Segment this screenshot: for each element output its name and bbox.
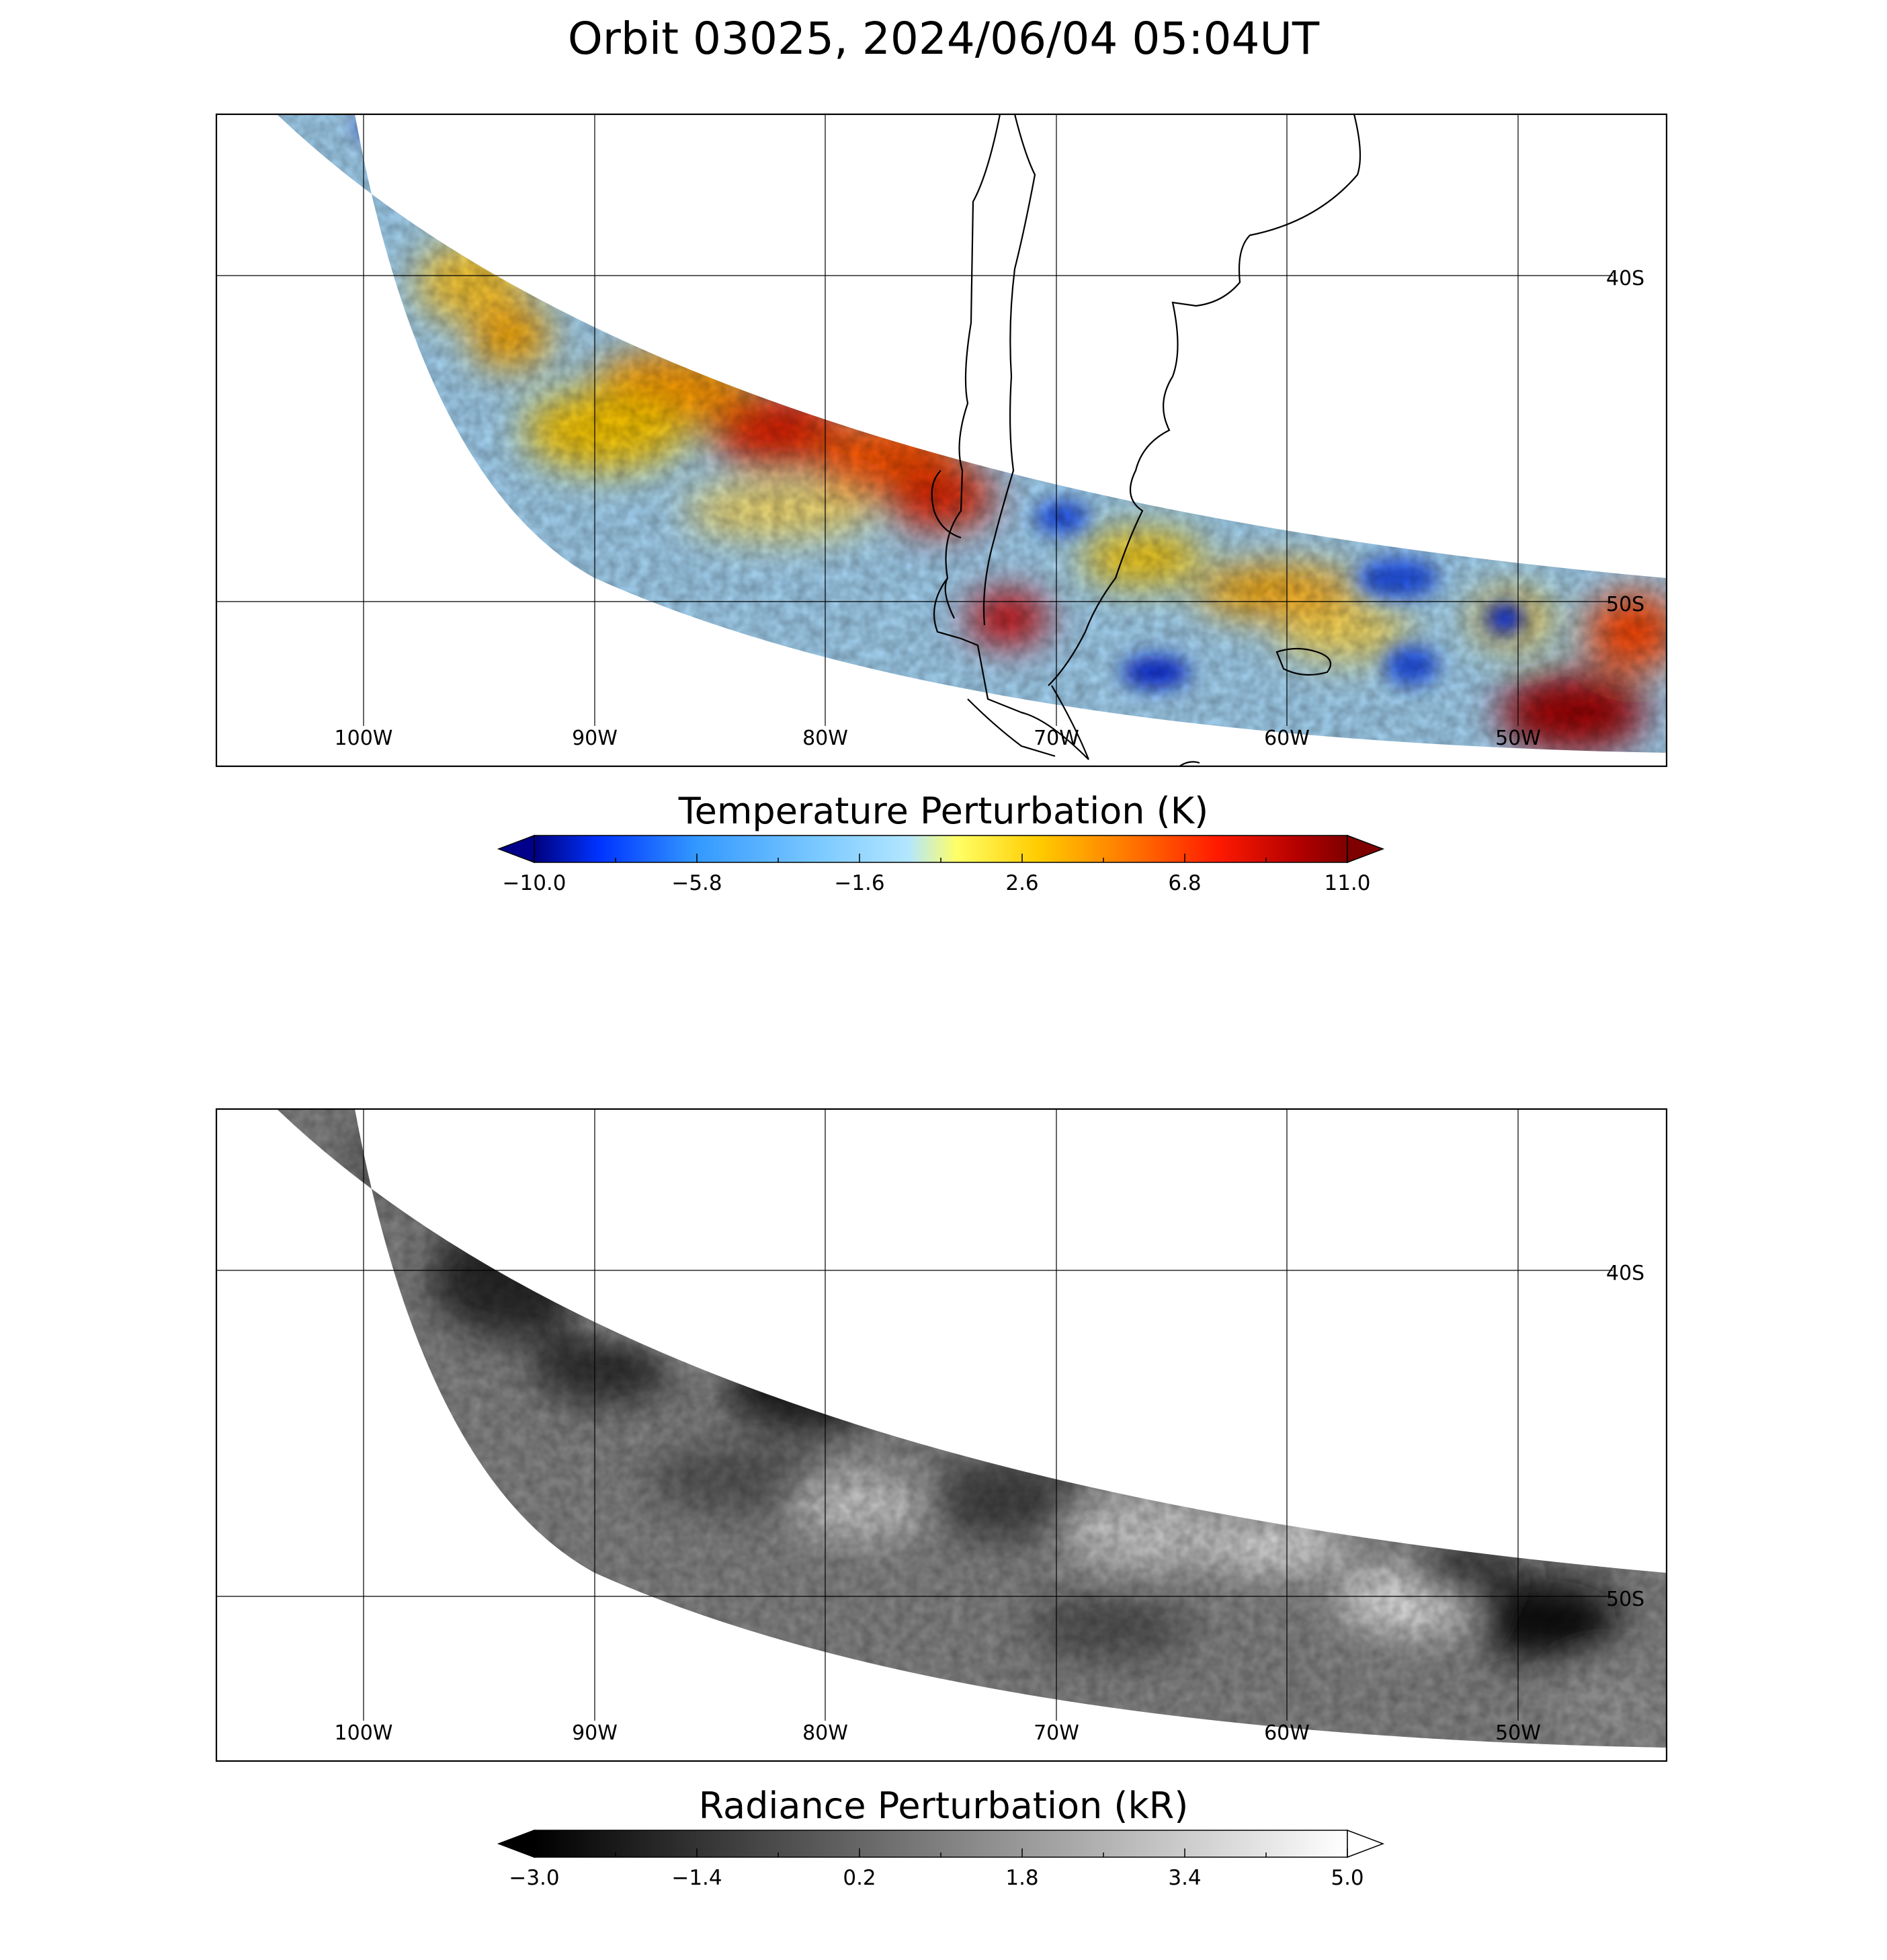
temperature-colorbar: Temperature Perturbation (K) −10.0 −5.8 — [497, 790, 1385, 895]
radiance-lon-label: 80W — [802, 1721, 848, 1745]
radiance-colorbar-tick: −1.4 — [671, 1866, 722, 1890]
temperature-coastline — [931, 114, 1361, 766]
radiance-colorbar-tick: 3.4 — [1168, 1866, 1201, 1890]
radiance-lat-label: 50S — [1606, 1588, 1644, 1611]
temperature-colorbar-tick: −5.8 — [671, 871, 722, 895]
temperature-grid — [216, 114, 1613, 726]
radiance-lat-label: 40S — [1606, 1262, 1644, 1285]
radiance-map-frame — [215, 1108, 1668, 1762]
radiance-lon-label: 90W — [572, 1721, 618, 1745]
temperature-lon-label: 80W — [802, 727, 848, 750]
temperature-colorbar-tick: 6.8 — [1168, 871, 1201, 895]
temperature-swath — [277, 114, 1667, 753]
temperature-lon-label: 90W — [572, 727, 618, 750]
colorbar-max-arrow — [1347, 1829, 1385, 1859]
temperature-lon-label: 70W — [1034, 727, 1079, 750]
temperature-colorbar-tick: 11.0 — [1324, 871, 1370, 895]
radiance-swath — [277, 1109, 1667, 1748]
temperature-map-frame — [215, 113, 1668, 768]
temperature-lon-label: 100W — [335, 727, 393, 750]
temperature-colorbar-tick: −10.0 — [503, 871, 567, 895]
radiance-colorbar-tick: 1.8 — [1005, 1866, 1038, 1890]
temperature-colorbar-tick: −1.6 — [834, 871, 884, 895]
radiance-colorbar-tick: −3.0 — [509, 1866, 559, 1890]
radiance-grid — [216, 1109, 1613, 1721]
temperature-colorbar-label: Temperature Perturbation (K) — [678, 790, 1208, 832]
colorbar-min-arrow — [497, 1829, 535, 1859]
radiance-lon-label: 100W — [335, 1721, 393, 1745]
temperature-lat-label: 50S — [1606, 593, 1644, 616]
radiance-lon-label: 60W — [1264, 1721, 1310, 1745]
radiance-colorbar-label: Radiance Perturbation (kR) — [699, 1785, 1189, 1827]
temperature-lon-label: 50W — [1495, 727, 1541, 750]
radiance-panel: 40S 50S 100W 90W 80W 70W 60W 50W Radianc… — [215, 1108, 1668, 1890]
temperature-lat-label: 40S — [1606, 267, 1644, 290]
figure-title: Orbit 03025, 2024/06/04 05:04UT — [568, 13, 1320, 65]
radiance-lon-label: 70W — [1034, 1721, 1079, 1745]
radiance-colorbar-tick: 0.2 — [843, 1866, 876, 1890]
radiance-colorbar: Radiance Perturbation (kR) −3.0 −1.4 — [497, 1785, 1385, 1890]
temperature-panel: 40S 50S 100W 90W 80W 70W 60W 50W Tempera… — [215, 113, 1668, 895]
colorbar-min-arrow — [497, 834, 535, 864]
radiance-lon-label: 50W — [1495, 1721, 1541, 1745]
temperature-lon-label: 60W — [1264, 727, 1310, 750]
colorbar-max-arrow — [1347, 834, 1385, 864]
temperature-colorbar-tick: 2.6 — [1005, 871, 1038, 895]
radiance-colorbar-tick: 5.0 — [1331, 1866, 1364, 1890]
